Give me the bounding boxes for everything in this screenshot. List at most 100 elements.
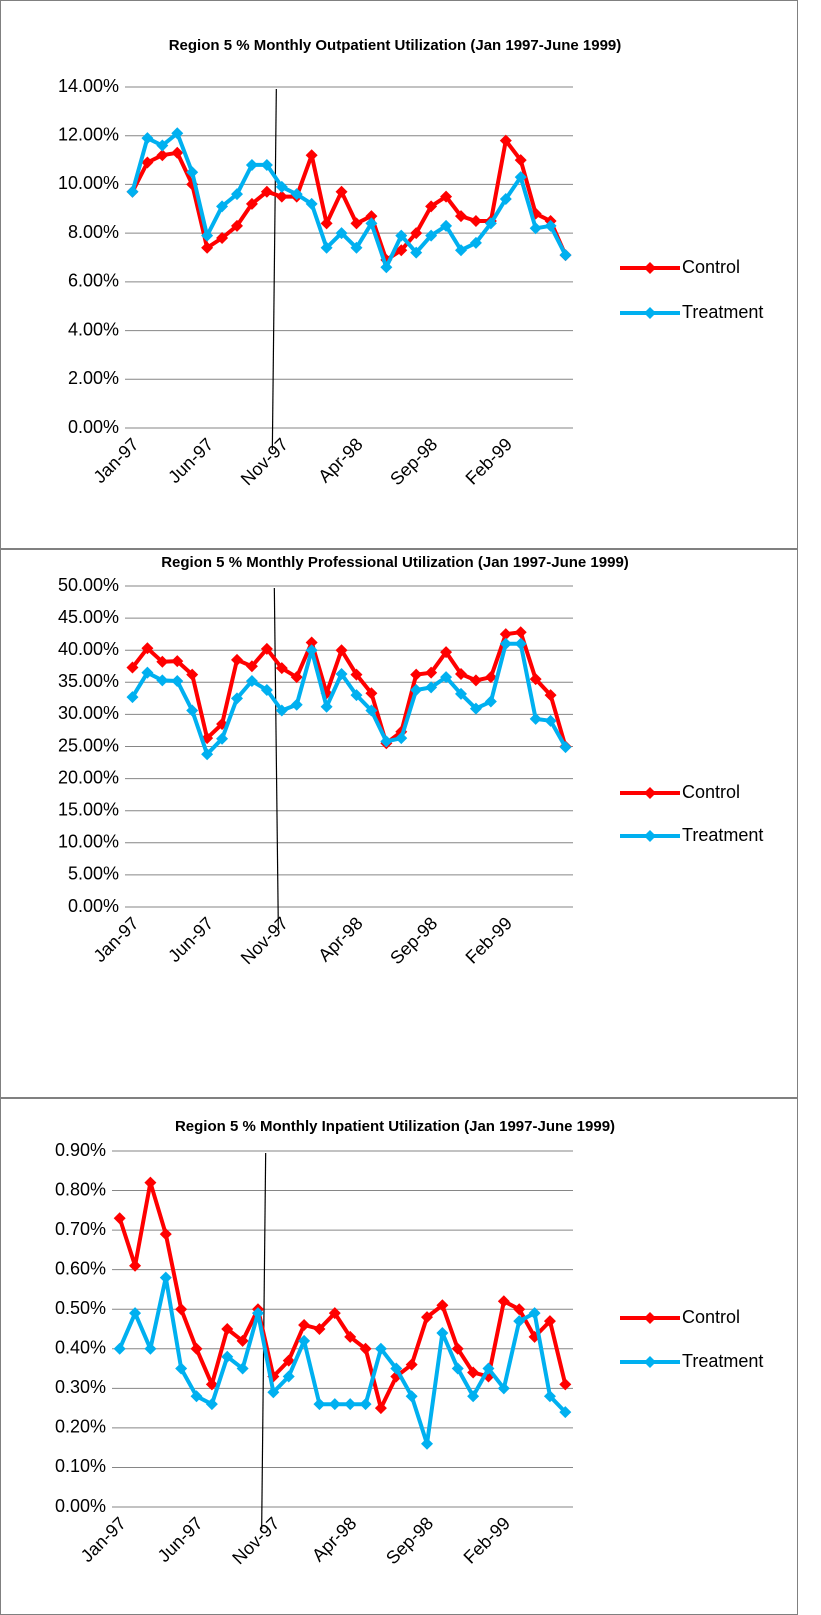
data-point	[374, 1402, 387, 1415]
data-point	[141, 156, 154, 169]
y-tick-label: 10.00%	[58, 173, 119, 193]
data-point	[440, 671, 453, 684]
y-tick-label: 6.00%	[68, 271, 119, 291]
chart-panel: Region 5 % Monthly Inpatient Utilization…	[0, 1098, 798, 1615]
legend-marker	[644, 262, 656, 274]
data-point	[374, 1342, 387, 1355]
data-point	[451, 1362, 464, 1375]
data-point	[421, 1311, 434, 1324]
data-point	[159, 1228, 172, 1241]
x-tick-label: Nov-97	[237, 913, 292, 968]
data-point	[298, 1334, 311, 1347]
data-point	[290, 698, 303, 711]
legend-marker	[644, 830, 656, 842]
data-point	[467, 1390, 480, 1403]
y-tick-label: 0.00%	[55, 1496, 106, 1516]
data-point	[290, 188, 303, 201]
data-point	[436, 1299, 449, 1312]
data-point	[190, 1390, 203, 1403]
data-point	[467, 1366, 480, 1379]
x-tick-label: Jan-97	[90, 434, 143, 487]
y-tick-label: 0.40%	[55, 1338, 106, 1358]
data-point	[410, 246, 423, 259]
data-point	[528, 1307, 541, 1320]
data-point	[275, 180, 288, 193]
chart-title: Region 5 % Monthly Professional Utilizat…	[161, 554, 629, 571]
data-point	[513, 1303, 526, 1316]
x-tick-label: Nov-97	[237, 434, 292, 489]
data-point	[245, 158, 258, 171]
y-tick-label: 0.70%	[55, 1219, 106, 1239]
y-tick-label: 0.00%	[68, 417, 119, 437]
data-point	[186, 166, 199, 179]
y-tick-label: 14.00%	[58, 76, 119, 96]
data-point	[335, 644, 348, 657]
data-point	[455, 210, 467, 223]
panel-border	[0, 549, 798, 1098]
x-tick-label: Jun-97	[164, 434, 217, 487]
data-point	[156, 139, 169, 152]
data-point	[298, 1319, 311, 1332]
data-point	[236, 1334, 249, 1347]
series-line	[130, 131, 568, 270]
data-point	[440, 219, 453, 232]
data-point	[335, 185, 348, 198]
data-point	[543, 1315, 556, 1328]
y-tick-label: 0.80%	[55, 1179, 106, 1199]
series-line	[130, 630, 568, 748]
data-point	[171, 655, 184, 668]
x-tick-label: Jan-97	[77, 1513, 130, 1566]
legend-label: Control	[682, 1307, 740, 1327]
data-point	[245, 197, 258, 210]
y-tick-label: 0.90%	[55, 1140, 106, 1160]
data-point	[156, 674, 169, 687]
x-tick-label: Jun-97	[164, 913, 217, 966]
data-point	[231, 219, 243, 232]
data-point	[144, 1342, 157, 1355]
y-tick-label: 45.00%	[58, 607, 119, 627]
y-tick-label: 50.00%	[58, 575, 119, 595]
data-point	[156, 149, 169, 162]
data-point	[159, 1271, 172, 1284]
data-point	[559, 249, 572, 262]
y-tick-label: 12.00%	[58, 124, 119, 144]
data-point	[205, 1398, 218, 1411]
data-point	[245, 675, 258, 688]
data-point	[221, 1323, 234, 1335]
data-point	[260, 684, 273, 697]
data-point	[514, 171, 527, 184]
legend-marker	[644, 1312, 656, 1324]
data-point	[395, 732, 408, 745]
data-point	[126, 185, 139, 198]
data-point	[365, 687, 378, 700]
x-tick-label: Apr-98	[314, 434, 366, 486]
data-point	[455, 687, 467, 700]
data-point	[328, 1398, 341, 1411]
data-point	[113, 1212, 126, 1225]
data-point	[421, 1437, 434, 1450]
data-point	[190, 1342, 203, 1355]
data-point	[359, 1342, 372, 1355]
data-point	[484, 695, 497, 708]
data-point	[320, 241, 333, 254]
data-point	[469, 674, 482, 687]
data-point	[469, 236, 482, 249]
x-tick-label: Apr-98	[308, 1513, 360, 1565]
data-point	[175, 1362, 188, 1375]
data-point	[436, 1326, 449, 1339]
legend-label: Treatment	[682, 825, 763, 845]
data-point	[410, 668, 423, 681]
data-point	[469, 214, 482, 227]
data-point	[231, 653, 243, 666]
y-tick-label: 0.10%	[55, 1456, 106, 1476]
data-point	[251, 1307, 264, 1320]
data-point	[141, 132, 154, 145]
data-point	[513, 1315, 526, 1328]
data-point	[365, 210, 378, 223]
data-point	[216, 232, 229, 245]
data-point	[305, 636, 318, 649]
data-point	[201, 229, 214, 242]
data-point	[156, 655, 169, 668]
data-point	[499, 193, 512, 206]
